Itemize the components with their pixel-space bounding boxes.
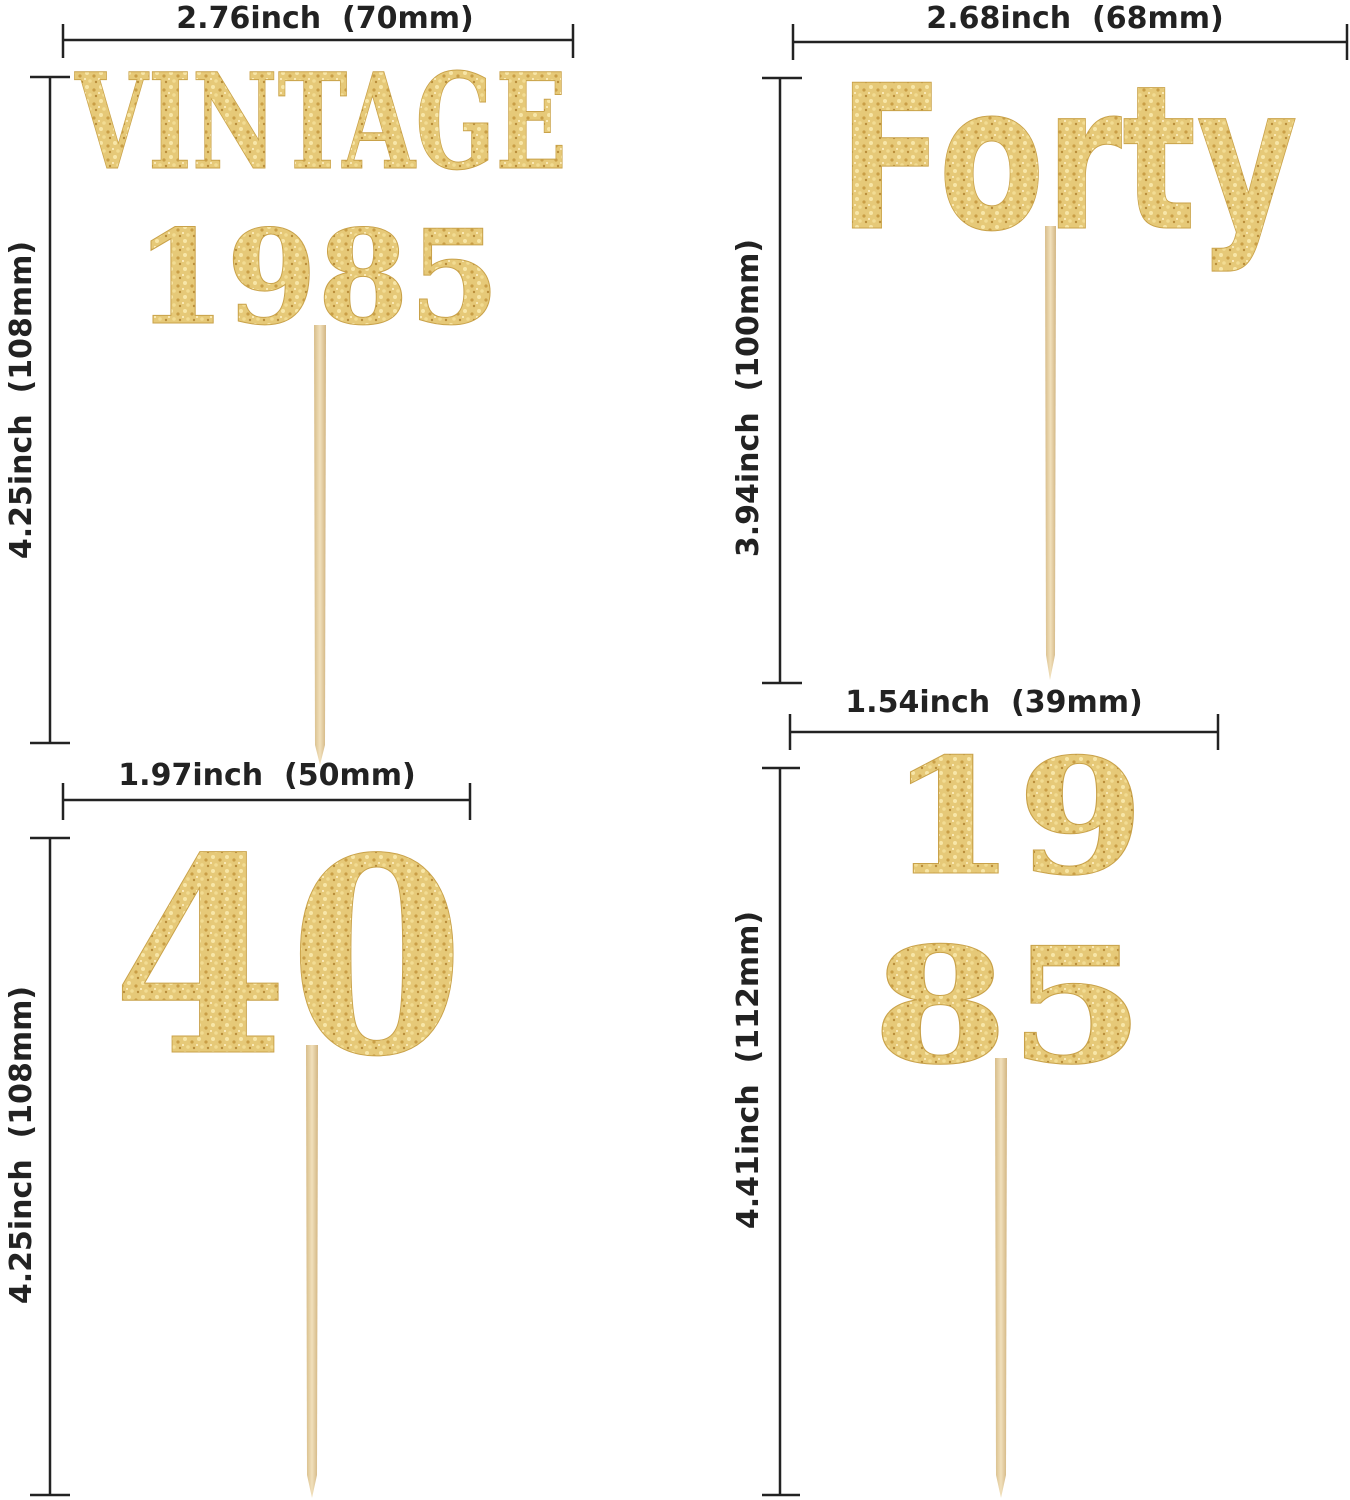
topper-forty: Forty <box>838 43 1299 277</box>
width-dimension-19-85: 1.54inch (39mm) <box>788 685 1220 750</box>
height-dimension-vintage-1985: 4.25inch (108mm) <box>4 75 70 745</box>
topper-text-vintage: VINTAGE <box>74 45 567 200</box>
topper-vintage-1985: VINTAGE 1985 <box>74 45 568 355</box>
width-label: 2.76inch (70mm) <box>176 1 473 36</box>
height-label: 4.25inch (108mm) <box>4 241 39 559</box>
height-label: 4.41inch (112mm) <box>731 911 766 1229</box>
topper-text-40: 40 <box>112 798 465 1116</box>
width-dimension-vintage-1985: 2.76inch (70mm) <box>61 1 575 58</box>
topper-text-19: 19 <box>888 723 1145 911</box>
height-label: 4.25inch (108mm) <box>4 986 39 1304</box>
topper-text-1985: 1985 <box>135 201 500 354</box>
width-dimension-40: 1.97inch (50mm) <box>61 758 472 820</box>
height-label: 3.94inch (100mm) <box>731 239 766 557</box>
width-dimension-forty: 2.68inch (68mm) <box>791 1 1349 60</box>
topper-40: 40 <box>112 798 466 1117</box>
height-dimension-40: 4.25inch (108mm) <box>4 836 70 1497</box>
topper-text-85: 85 <box>872 912 1145 1100</box>
width-label: 1.54inch (39mm) <box>845 685 1142 720</box>
stick-40 <box>306 1045 318 1498</box>
stick-forty <box>1045 226 1056 680</box>
height-dimension-forty: 3.94inch (100mm) <box>731 76 802 685</box>
width-label: 1.97inch (50mm) <box>118 758 415 793</box>
topper-text-forty: Forty <box>838 43 1298 276</box>
width-label: 2.68inch (68mm) <box>926 1 1223 36</box>
stick-19-85 <box>995 1058 1007 1498</box>
topper-19-85: 19 85 <box>872 723 1146 1101</box>
height-dimension-19-85: 4.41inch (112mm) <box>731 766 800 1497</box>
stick-vintage-1985 <box>314 325 326 765</box>
